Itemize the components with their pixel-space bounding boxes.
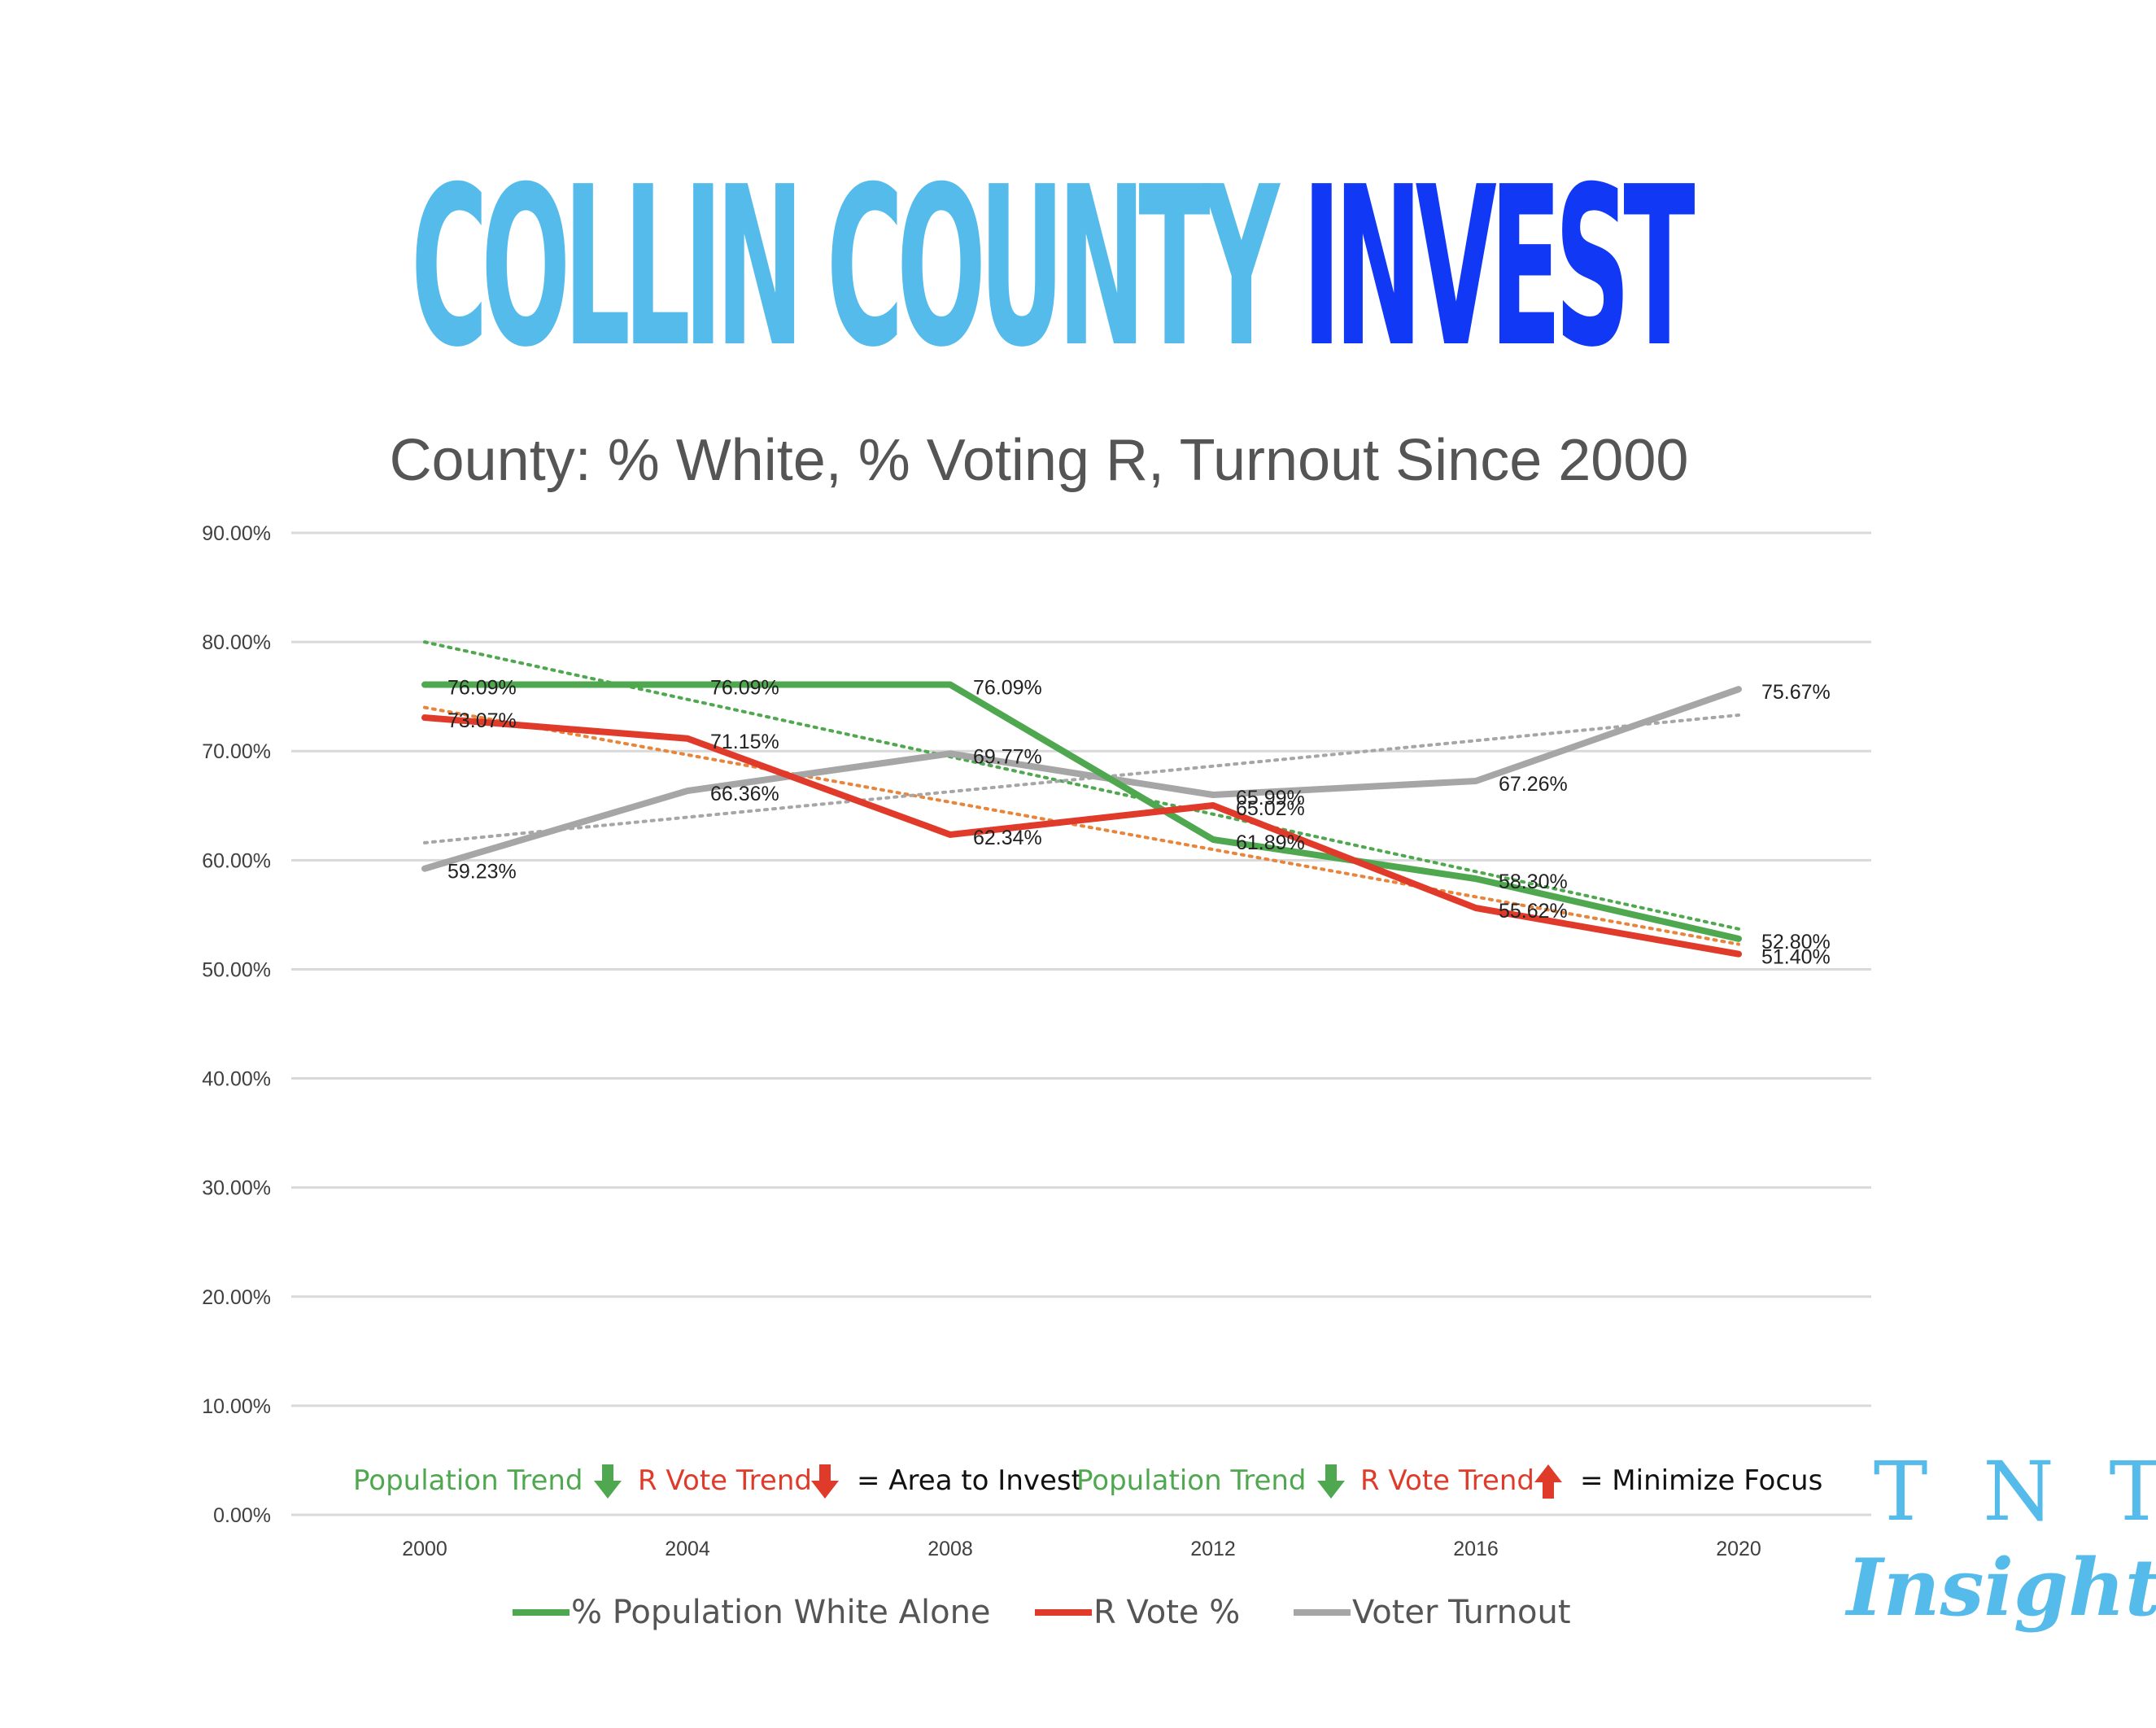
y-tick-label: 20.00% (202, 1286, 271, 1309)
brand-part1: COLLIN COUNTY (411, 139, 1281, 395)
gridlines (291, 531, 1871, 1516)
data-label: 51.40% (1761, 946, 1831, 969)
data-label: 58.30% (1499, 871, 1568, 893)
legend-label: % Population White Alone (571, 1594, 991, 1631)
x-tick-label: 2016 (1453, 1538, 1499, 1560)
y-tick-label: 40.00% (202, 1068, 271, 1091)
annotation-pop-trend-2-text: Population Trend (1076, 1464, 1307, 1497)
data-label: 69.77% (973, 745, 1042, 768)
legend: % Population White Alone R Vote % Voter Tu… (513, 1594, 1571, 1631)
data-label: 62.34% (973, 827, 1042, 849)
data-label: 73.07% (447, 709, 517, 732)
annotation-minimize: = Minimize Focus (1580, 1464, 1822, 1497)
data-label: 66.36% (710, 783, 779, 805)
data-label: 67.26% (1499, 773, 1568, 796)
x-tick-label: 2000 (402, 1538, 447, 1560)
y-tick-label: 30.00% (202, 1177, 271, 1200)
brand-title: COLLIN COUNTY INVEST (411, 139, 1696, 395)
annotation-r-trend-2-text: R Vote Trend (1360, 1464, 1534, 1497)
data-label: 65.02% (1236, 797, 1305, 820)
data-label: 75.67% (1761, 681, 1831, 704)
data-label: 65.99% (1236, 787, 1305, 809)
brand-part2: INVEST (1303, 139, 1696, 395)
trendline (423, 705, 1740, 946)
annotation-r-trend-1-text: R Vote Trend (638, 1464, 812, 1497)
x-tick-label: 2012 (1190, 1538, 1236, 1560)
arrow-down-green-icon (594, 1464, 622, 1499)
data-label: 59.23% (447, 861, 517, 884)
trend-annotation: Population Trend (353, 1464, 583, 1497)
legend-label: Voter Turnout (1352, 1594, 1571, 1631)
annotation-invest: = Area to Invest (857, 1464, 1082, 1497)
data-label: 61.89% (1236, 831, 1305, 854)
y-tick-label: 0.00% (213, 1504, 271, 1527)
y-tick-label: 60.00% (202, 849, 271, 872)
series-lines (421, 681, 1742, 958)
arrow-up-red-icon (1534, 1464, 1562, 1499)
annotation-pop-trend-2: Population Trend (1076, 1464, 1307, 1497)
series-line (421, 686, 1742, 872)
chart-title: County: % White, % Voting R, Turnout Sin… (390, 428, 1689, 493)
data-label: 52.80% (1761, 931, 1831, 953)
legend-label: R Vote % (1093, 1594, 1240, 1631)
annotation-invest-text: = Area to Invest (857, 1464, 1082, 1497)
trendlines (423, 640, 1740, 946)
data-label: 76.09% (447, 677, 517, 700)
y-tick-label: 80.00% (202, 631, 271, 654)
data-label: 76.09% (710, 677, 779, 700)
logo-line1: T N T (1874, 1444, 2156, 1539)
x-tick-label: 2020 (1716, 1538, 1761, 1560)
y-tick-label: 70.00% (202, 740, 271, 763)
x-tick-label: 2008 (927, 1538, 973, 1560)
arrow-down-green-icon-2 (1317, 1464, 1345, 1499)
annotation-r-trend-1: R Vote Trend (638, 1464, 812, 1497)
y-tick-label: 90.00% (202, 522, 271, 545)
y-axis-ticks: 0.00% 10.00% 20.00% 30.00% 40.00% 50.00% 60.00… (202, 522, 271, 1527)
data-labels: 76.09% 76.09% 76.09% 61.89% 58.30% 52.80% 73.0… (447, 677, 1831, 969)
logo-line2: Insights (1844, 1542, 2156, 1634)
series-line (421, 681, 1742, 942)
y-tick-label: 50.00% (202, 958, 271, 981)
trendline (423, 713, 1740, 844)
annotation-r-trend-2: R Vote Trend (1360, 1464, 1534, 1497)
x-axis-ticks: 2000 2004 2008 2012 2016 2020 (402, 1538, 1761, 1560)
y-tick-label: 10.00% (202, 1395, 271, 1418)
data-label: 71.15% (710, 731, 779, 753)
arrow-down-red-icon (811, 1464, 839, 1499)
annotation-minimize-text: = Minimize Focus (1580, 1464, 1822, 1497)
x-tick-label: 2004 (665, 1538, 710, 1560)
annotation-pop-trend-1: Population Trend (353, 1464, 583, 1497)
series-line (421, 714, 1742, 958)
data-label: 76.09% (973, 677, 1042, 700)
data-label: 55.62% (1499, 900, 1568, 923)
